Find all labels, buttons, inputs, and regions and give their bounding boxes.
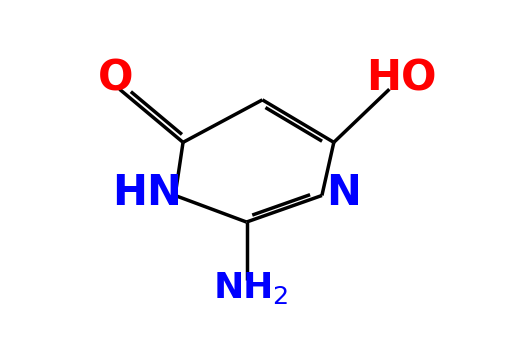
Text: NH$_2$: NH$_2$ [213, 270, 288, 306]
Text: HO: HO [366, 58, 437, 100]
Text: N: N [326, 172, 361, 214]
Text: HN: HN [113, 172, 182, 214]
Text: O: O [98, 58, 133, 100]
